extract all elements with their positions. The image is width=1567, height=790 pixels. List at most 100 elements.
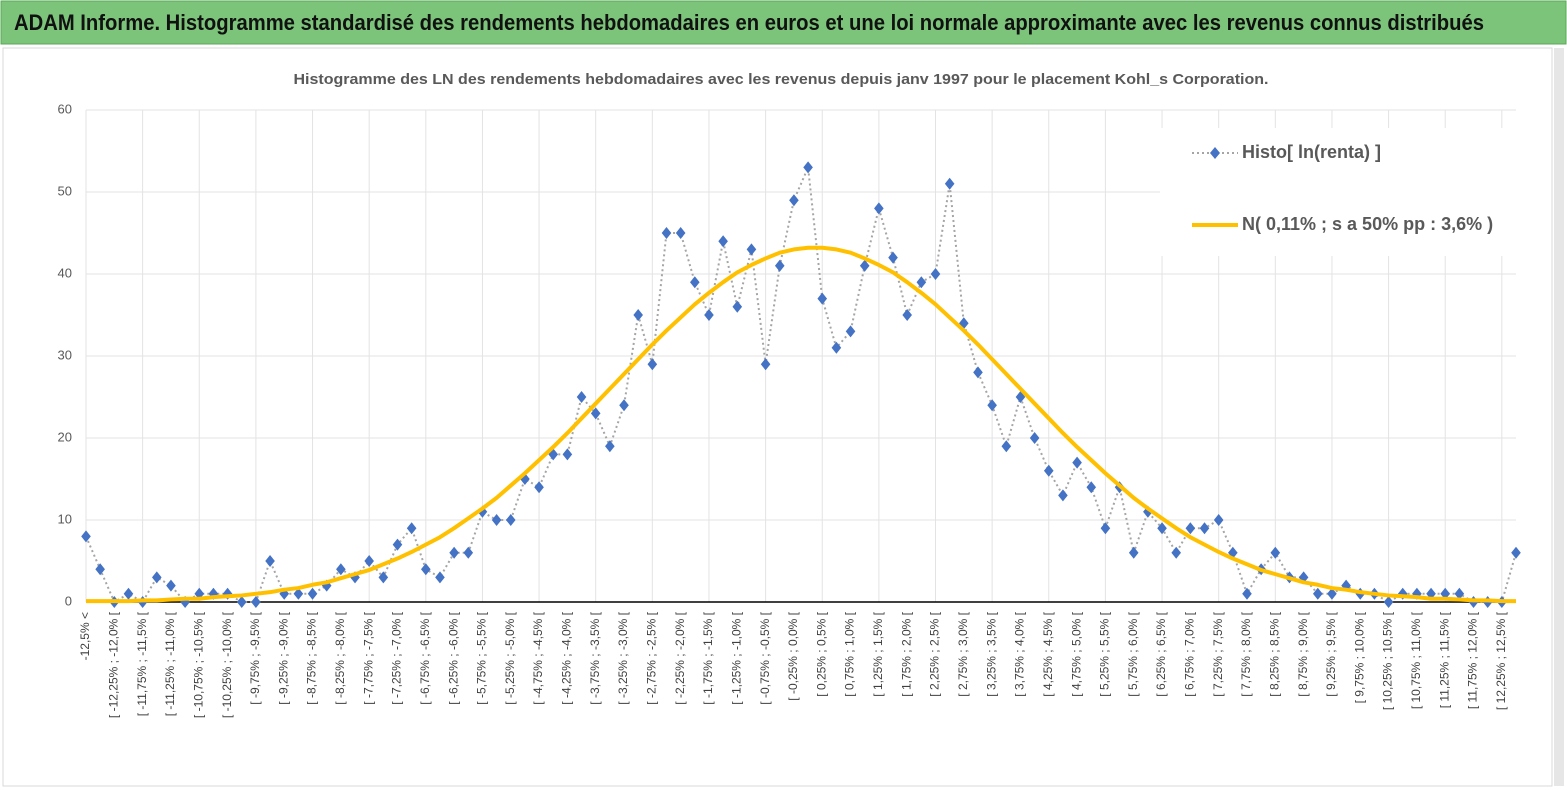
x-tick-label: [ -12,25% ; -12,0% [ (106, 611, 120, 718)
data-point (364, 555, 374, 567)
data-point (1383, 596, 1394, 608)
header-bar (0, 0, 1567, 45)
data-point (1043, 464, 1054, 477)
data-point (1511, 546, 1521, 559)
y-tick-label: 60 (58, 101, 72, 116)
data-point (1185, 522, 1196, 535)
data-point (803, 161, 813, 174)
x-tick-label: [ 4,75% ; 5,0% [ (1069, 611, 1083, 696)
data-point (888, 251, 898, 264)
x-tick-label: [ -1,75% ; -1,5% [ (701, 611, 715, 704)
data-point (151, 571, 162, 584)
data-point (265, 555, 275, 567)
x-tick-label: [ 5,25% ; 5,5% [ (1098, 611, 1112, 696)
data-point (831, 341, 842, 354)
data-point (1001, 440, 1012, 453)
y-tick-label: 50 (58, 183, 72, 198)
x-tick-label: [ 6,75% ; 7,0% [ (1183, 611, 1197, 696)
x-tick-label: [ -11,25% ; -11,0% [ (163, 611, 177, 716)
x-tick-label: [ 7,25% ; 7,5% [ (1211, 611, 1225, 696)
data-point (520, 473, 530, 485)
data-point (95, 563, 105, 576)
y-tick-label: 0 (65, 593, 72, 608)
x-tick-label: [ -5,75% ; -5,5% [ (475, 611, 489, 704)
x-tick-label: [ 8,25% ; 8,5% [ (1267, 611, 1281, 696)
x-tick-label: [ 11,75% ; 12,0% [ (1466, 611, 1480, 709)
data-point (293, 587, 304, 600)
legend-label: N( 0,11% ; s a 50% pp : 3,6% ) (1242, 214, 1493, 234)
x-tick-label: [ 2,25% ; 2,5% [ (928, 611, 942, 696)
x-tick-label: [ 6,25% ; 6,5% [ (1154, 611, 1168, 696)
y-tick-label: 30 (58, 347, 72, 362)
x-tick-label: [ 3,25% ; 3,5% [ (984, 611, 998, 696)
data-point (1100, 522, 1111, 535)
x-tick-label: [ 5,75% ; 6,0% [ (1126, 611, 1140, 696)
data-point (1128, 546, 1139, 559)
x-tick-label: [ -11,75% ; -11,5% [ (135, 611, 149, 716)
x-tick-label: [ 10,75% ; 11,0% [ (1409, 611, 1423, 709)
data-point (930, 268, 941, 280)
data-point (166, 579, 176, 592)
data-point (534, 481, 544, 494)
data-point (123, 587, 134, 600)
data-point (704, 309, 714, 321)
x-tick-label: [ 10,25% ; 10,5% [ (1381, 611, 1395, 710)
data-point (718, 235, 728, 248)
x-tick-label: [ 2,75% ; 3,0% [ (956, 611, 970, 696)
x-tick-label: [ 3,75% ; 4,0% [ (1013, 611, 1027, 696)
data-point (987, 399, 997, 412)
data-point (590, 407, 601, 420)
x-tick-label: [ -3,75% ; -3,5% [ (588, 611, 602, 704)
data-point (1312, 587, 1323, 600)
data-point (944, 177, 955, 190)
data-point (605, 440, 615, 453)
x-tick-label: [ -5,25% ; -5,0% [ (503, 611, 517, 704)
data-point (435, 571, 445, 584)
data-point (661, 227, 672, 239)
y-tick-label: 20 (58, 429, 72, 444)
x-tick-label: [ -8,25% ; -8,0% [ (333, 611, 347, 704)
legend-box (1160, 128, 1516, 256)
legend-label: Histo[ ln(renta) ] (1242, 142, 1381, 162)
data-point (973, 366, 983, 379)
x-tick-label: [ -3,25% ; -3,0% [ (616, 611, 630, 704)
data-point (690, 276, 700, 289)
data-point (1454, 587, 1465, 600)
data-point (916, 276, 927, 289)
x-tick-label: [ 9,75% ; 10,0% [ (1352, 611, 1366, 703)
data-point (505, 514, 516, 526)
data-point (449, 546, 459, 559)
data-point (859, 259, 870, 272)
data-point (1072, 456, 1082, 469)
x-tick-label: -12,5% < (78, 612, 92, 660)
scrollbar (1554, 48, 1564, 786)
data-point (1157, 522, 1167, 535)
data-point (845, 325, 856, 338)
x-tick-label: [ 8,75% ; 9,0% [ (1296, 611, 1310, 696)
x-tick-label: [ -7,25% ; -7,0% [ (390, 611, 404, 704)
x-tick-label: [ 12,25% ; 12,5% [ (1494, 611, 1508, 710)
x-tick-label: [ -10,25% ; -10,0% [ (220, 611, 234, 718)
data-point (619, 399, 629, 412)
data-point (1242, 587, 1252, 600)
series-line (86, 245, 1516, 604)
data-point (1171, 546, 1181, 559)
x-tick-label: [ -9,25% ; -9,0% [ (276, 611, 290, 704)
data-point (378, 571, 389, 584)
data-point (902, 309, 912, 321)
data-point (675, 227, 686, 239)
x-tick-label: [ -10,75% ; -10,5% [ (191, 611, 205, 718)
y-tick-label: 40 (58, 265, 72, 280)
data-point (817, 292, 828, 305)
header-title: ADAM Informe. Histogramme standardisé de… (14, 10, 1484, 35)
x-tick-label: [ 9,25% ; 9,5% [ (1324, 611, 1338, 696)
data-point (336, 563, 346, 576)
data-point (874, 202, 884, 215)
data-point (307, 587, 318, 600)
x-tick-label: [ -0,75% ; -0,5% [ (758, 611, 772, 704)
data-point (732, 300, 743, 313)
x-tick-label: [ 4,25% ; 4,5% [ (1041, 611, 1055, 696)
data-point (760, 358, 771, 371)
y-tick-label: 10 (58, 511, 72, 526)
data-point (1029, 432, 1040, 444)
